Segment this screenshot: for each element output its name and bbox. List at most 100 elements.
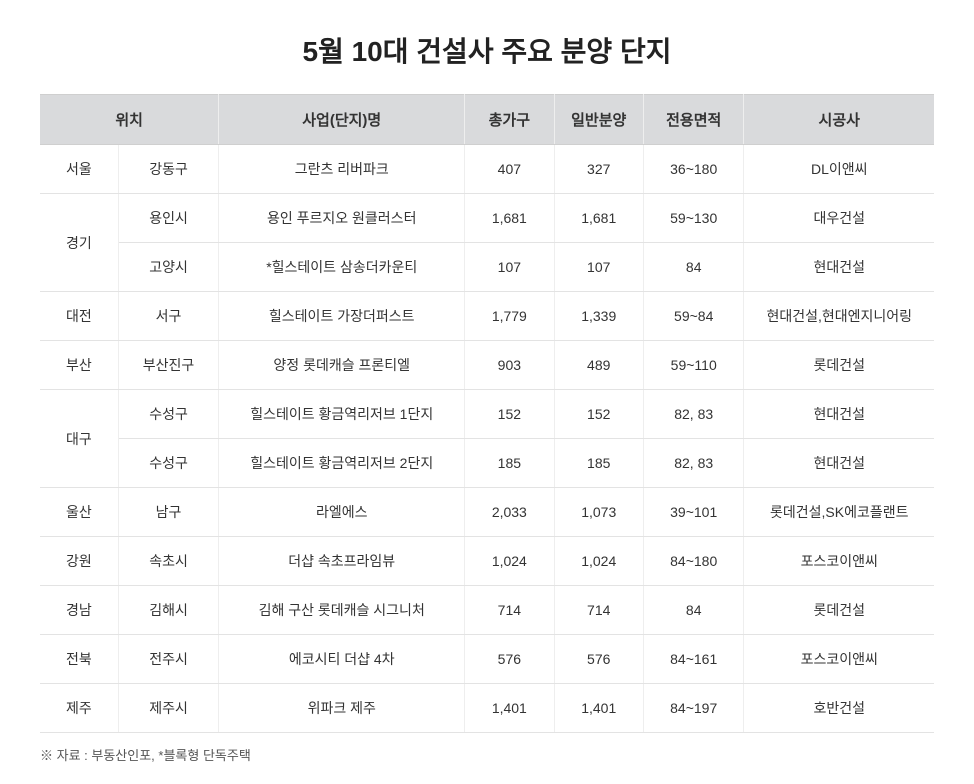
cell-project: 힐스테이트 가장더퍼스트 [219,292,465,341]
cell-general: 576 [554,635,643,684]
cell-area: 59~84 [643,292,744,341]
cell-district: 수성구 [118,439,219,488]
page-title: 5월 10대 건설사 주요 분양 단지 [40,30,934,70]
col-general: 일반분양 [554,95,643,145]
cell-builder: 현대건설,현대엔지니어링 [744,292,934,341]
cell-region: 부산 [40,341,118,390]
table-row: 서울강동구그란츠 리버파크40732736~180DL이앤씨 [40,145,934,194]
col-builder: 시공사 [744,95,934,145]
cell-builder: 롯데건설,SK에코플랜트 [744,488,934,537]
table-header-row: 위치 사업(단지)명 총가구 일반분양 전용면적 시공사 [40,95,934,145]
table-body: 서울강동구그란츠 리버파크40732736~180DL이앤씨경기용인시용인 푸르… [40,145,934,733]
table-row: 대구수성구힐스테이트 황금역리저브 1단지15215282, 83현대건설 [40,390,934,439]
col-project: 사업(단지)명 [219,95,465,145]
cell-general: 327 [554,145,643,194]
cell-region: 강원 [40,537,118,586]
cell-total: 714 [465,586,554,635]
cell-district: 용인시 [118,194,219,243]
cell-total: 152 [465,390,554,439]
cell-general: 185 [554,439,643,488]
cell-project: 더샵 속초프라임뷰 [219,537,465,586]
table-row: 전북전주시에코시티 더샵 4차57657684~161포스코이앤씨 [40,635,934,684]
table-row: 고양시*힐스테이트 삼송더카운티10710784현대건설 [40,243,934,292]
cell-total: 185 [465,439,554,488]
cell-district: 속초시 [118,537,219,586]
cell-project: 위파크 제주 [219,684,465,733]
table-row: 수성구힐스테이트 황금역리저브 2단지18518582, 83현대건설 [40,439,934,488]
cell-district: 수성구 [118,390,219,439]
cell-area: 84~180 [643,537,744,586]
cell-builder: 현대건설 [744,439,934,488]
cell-total: 2,033 [465,488,554,537]
cell-general: 1,024 [554,537,643,586]
table-row: 부산부산진구양정 롯데캐슬 프론티엘90348959~110롯데건설 [40,341,934,390]
cell-region: 울산 [40,488,118,537]
cell-total: 903 [465,341,554,390]
cell-general: 152 [554,390,643,439]
cell-project: 힐스테이트 황금역리저브 1단지 [219,390,465,439]
cell-project: 라엘에스 [219,488,465,537]
cell-builder: 롯데건설 [744,341,934,390]
cell-district: 제주시 [118,684,219,733]
cell-project: 용인 푸르지오 원클러스터 [219,194,465,243]
cell-district: 서구 [118,292,219,341]
cell-total: 407 [465,145,554,194]
cell-project: 그란츠 리버파크 [219,145,465,194]
col-area: 전용면적 [643,95,744,145]
cell-region: 제주 [40,684,118,733]
cell-region: 서울 [40,145,118,194]
cell-builder: DL이앤씨 [744,145,934,194]
cell-project: 힐스테이트 황금역리저브 2단지 [219,439,465,488]
cell-project: 에코시티 더샵 4차 [219,635,465,684]
cell-total: 1,779 [465,292,554,341]
table-row: 경기용인시용인 푸르지오 원클러스터1,6811,68159~130대우건설 [40,194,934,243]
col-location: 위치 [40,95,219,145]
table-row: 울산남구라엘에스2,0331,07339~101롯데건설,SK에코플랜트 [40,488,934,537]
cell-region: 대구 [40,390,118,488]
cell-area: 59~110 [643,341,744,390]
cell-district: 고양시 [118,243,219,292]
cell-builder: 현대건설 [744,243,934,292]
cell-general: 107 [554,243,643,292]
cell-total: 1,401 [465,684,554,733]
cell-region: 경남 [40,586,118,635]
cell-project: 김해 구산 롯데캐슬 시그니처 [219,586,465,635]
table-row: 제주제주시위파크 제주1,4011,40184~197호반건설 [40,684,934,733]
cell-area: 36~180 [643,145,744,194]
cell-builder: 대우건설 [744,194,934,243]
table-row: 강원속초시더샵 속초프라임뷰1,0241,02484~180포스코이앤씨 [40,537,934,586]
table-row: 경남김해시김해 구산 롯데캐슬 시그니처71471484롯데건설 [40,586,934,635]
cell-general: 1,401 [554,684,643,733]
cell-area: 84~197 [643,684,744,733]
cell-district: 남구 [118,488,219,537]
cell-area: 59~130 [643,194,744,243]
cell-builder: 호반건설 [744,684,934,733]
cell-builder: 포스코이앤씨 [744,635,934,684]
cell-project: 양정 롯데캐슬 프론티엘 [219,341,465,390]
cell-builder: 현대건설 [744,390,934,439]
cell-total: 1,024 [465,537,554,586]
source-footnote: ※ 자료 : 부동산인포, *블록형 단독주택 [40,745,934,764]
cell-area: 84~161 [643,635,744,684]
cell-general: 1,073 [554,488,643,537]
table-row: 대전서구힐스테이트 가장더퍼스트1,7791,33959~84현대건설,현대엔지… [40,292,934,341]
cell-area: 82, 83 [643,439,744,488]
housing-table: 위치 사업(단지)명 총가구 일반분양 전용면적 시공사 서울강동구그란츠 리버… [40,94,934,733]
cell-general: 1,339 [554,292,643,341]
cell-general: 1,681 [554,194,643,243]
cell-district: 김해시 [118,586,219,635]
cell-area: 84 [643,586,744,635]
cell-area: 82, 83 [643,390,744,439]
cell-builder: 포스코이앤씨 [744,537,934,586]
cell-total: 576 [465,635,554,684]
cell-area: 84 [643,243,744,292]
cell-district: 전주시 [118,635,219,684]
cell-general: 714 [554,586,643,635]
cell-district: 부산진구 [118,341,219,390]
cell-region: 경기 [40,194,118,292]
cell-district: 강동구 [118,145,219,194]
cell-total: 1,681 [465,194,554,243]
cell-project: *힐스테이트 삼송더카운티 [219,243,465,292]
cell-area: 39~101 [643,488,744,537]
cell-region: 대전 [40,292,118,341]
